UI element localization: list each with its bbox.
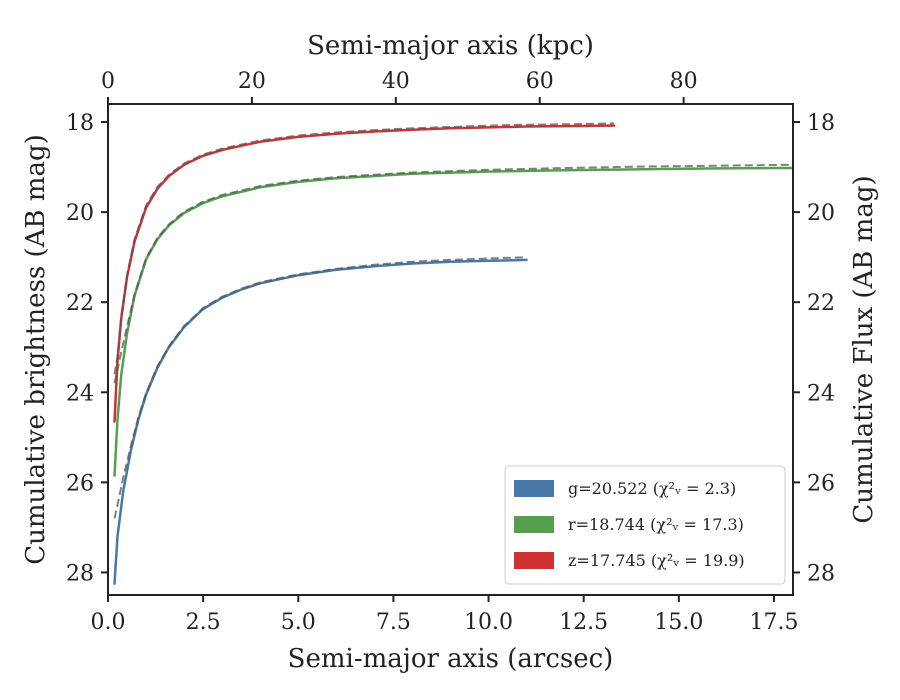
y-tick-label: 22 bbox=[66, 291, 94, 316]
top-x-tick-label: 20 bbox=[238, 69, 266, 94]
y-tick-label: 20 bbox=[66, 201, 94, 226]
curves-layer bbox=[113, 122, 793, 585]
x-tick-label: 15.0 bbox=[654, 610, 703, 635]
y-axis-title: Cumulative brightness (AB mag) bbox=[21, 134, 51, 565]
legend: g=20.522 (χ²ᵥ = 2.3) r=18.744 (χ²ᵥ = 17.… bbox=[504, 465, 786, 585]
x-tick-label: 17.5 bbox=[749, 610, 798, 635]
x-tick-label: 0.0 bbox=[91, 610, 126, 635]
top-x-tick-label: 0 bbox=[101, 69, 115, 94]
y-tick-label: 24 bbox=[66, 381, 94, 406]
top-x-tick-label: 60 bbox=[526, 69, 554, 94]
top-x-tick-label: 40 bbox=[382, 69, 410, 94]
legend-swatch-g bbox=[514, 480, 554, 497]
right-y-tick-label: 20 bbox=[807, 201, 835, 226]
ticks-layer: 0.0 2.5 5.0 7.5 10.0 12.5 15.0 17.5 0 20 40 60 80 18 2… bbox=[66, 69, 835, 635]
legend-box bbox=[504, 465, 786, 585]
plot-frame bbox=[107, 103, 794, 596]
legend-label-r: r=18.744 (χ²ᵥ = 17.3) bbox=[568, 515, 744, 534]
x-axis-title: Semi-major axis (arcsec) bbox=[288, 644, 614, 674]
right-y-tick-label: 18 bbox=[807, 111, 835, 136]
model-line-r bbox=[113, 163, 792, 384]
data-line-g bbox=[113, 258, 528, 585]
model-line-g bbox=[113, 256, 527, 519]
legend-swatch-z bbox=[514, 552, 554, 569]
x-tick-label: 10.0 bbox=[464, 610, 513, 635]
top-x-tick-label: 80 bbox=[670, 69, 698, 94]
right-y-axis-title: Cumulative Flux (AB mag) bbox=[849, 175, 879, 523]
y-tick-label: 18 bbox=[66, 111, 94, 136]
x-tick-label: 5.0 bbox=[281, 610, 316, 635]
y-tick-label: 28 bbox=[66, 561, 94, 586]
x-tick-label: 2.5 bbox=[186, 610, 221, 635]
data-line-r bbox=[113, 166, 793, 477]
right-y-tick-label: 24 bbox=[807, 381, 835, 406]
right-y-tick-label: 26 bbox=[807, 471, 835, 496]
legend-label-z: z=17.745 (χ²ᵥ = 19.9) bbox=[568, 551, 745, 570]
y-tick-label: 26 bbox=[66, 471, 94, 496]
legend-swatch-r bbox=[514, 516, 554, 533]
x-tick-label: 12.5 bbox=[559, 610, 608, 635]
right-y-tick-label: 28 bbox=[807, 561, 835, 586]
x-tick-label: 7.5 bbox=[376, 610, 411, 635]
model-line-z bbox=[113, 122, 615, 375]
right-y-tick-label: 22 bbox=[807, 291, 835, 316]
top-x-axis-title: Semi-major axis (kpc) bbox=[307, 31, 594, 61]
legend-label-g: g=20.522 (χ²ᵥ = 2.3) bbox=[568, 479, 736, 498]
